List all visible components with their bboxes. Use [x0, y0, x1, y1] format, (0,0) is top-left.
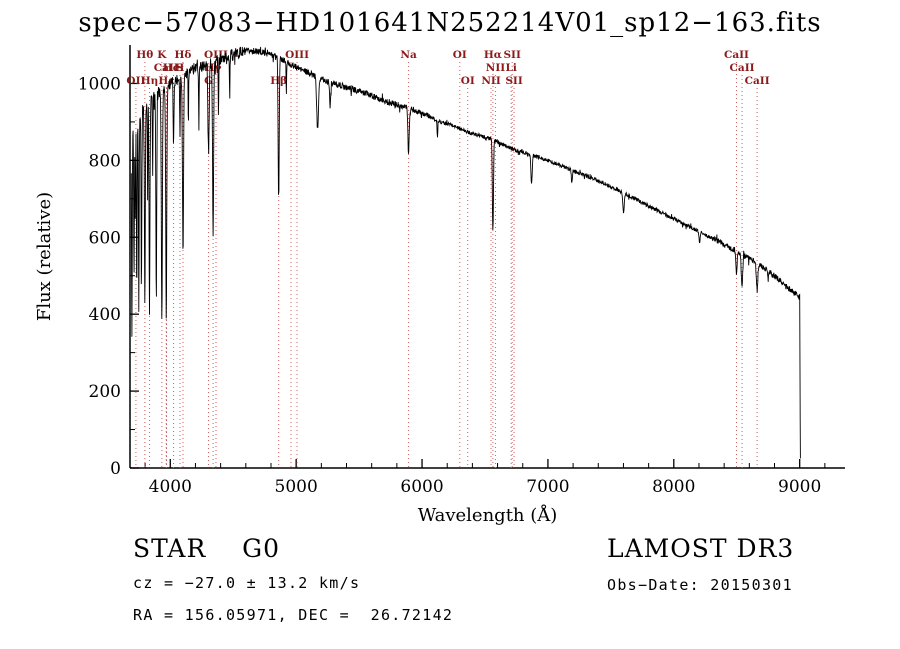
spectral-line-label: Hα [484, 49, 502, 61]
object-class-label: STAR G0 [133, 534, 280, 563]
y-axis-label: Flux (relative) [34, 192, 55, 321]
x-tick-label: 8000 [652, 477, 695, 497]
survey-label: LAMOST DR3 [607, 534, 795, 563]
spectral-line-label: NII [481, 75, 501, 87]
spectral-line-label: OI [453, 49, 467, 61]
spectral-line-label: OII [126, 75, 145, 87]
spectral-line-label: CaII [154, 62, 179, 74]
y-tick-label: 800 [89, 151, 121, 171]
y-tick-label: 200 [89, 382, 121, 402]
y-tick-label: 600 [89, 228, 121, 248]
y-tick-label: 1000 [78, 74, 121, 94]
spectral-line-label: G [204, 75, 213, 87]
y-tick-label: 0 [110, 459, 121, 479]
x-tick-label: 7000 [526, 477, 569, 497]
spectral-line-label: NII [486, 62, 506, 74]
spectral-line-label: K [157, 49, 167, 61]
x-axis-label: Wavelength (Å) [418, 504, 558, 526]
plot-title: spec−57083−HD101641N252214V01_sp12−163.f… [78, 8, 822, 38]
spectral-line-label: HeI [163, 62, 185, 74]
spectral-line-label: CaII [745, 75, 770, 87]
spectral-line-label: OIII [285, 49, 309, 61]
spectral-line-label: CaII [730, 62, 755, 74]
spectral-line-label: SII [503, 49, 520, 61]
spectral-line-label: CaII [724, 49, 749, 61]
spectral-line-label: Hθ [136, 49, 153, 61]
spectral-line-label: Hβ [270, 75, 287, 87]
x-tick-label: 6000 [400, 477, 443, 497]
obs-date-text: Obs−Date: 20150301 [607, 576, 793, 594]
spectral-line-label: Hη [141, 75, 159, 87]
x-tick-label: 9000 [778, 477, 821, 497]
y-tick-label: 400 [89, 305, 121, 325]
spectral-line-label: S [176, 62, 184, 74]
x-tick-label: 5000 [275, 477, 318, 497]
coordinates-text: RA = 156.05971, DEC = 26.72142 [133, 606, 454, 624]
x-tick-label: 4000 [149, 477, 192, 497]
spectral-line-label: OI [461, 75, 475, 87]
spectral-line-label: Hδ [175, 49, 192, 61]
spectral-line-label: SII [505, 75, 522, 87]
radial-velocity-text: cz = −27.0 ± 13.2 km/s [133, 574, 361, 592]
spectrum-trace [130, 46, 801, 459]
spectral-line-label: Na [400, 49, 417, 61]
spectral-line-label: Li [505, 62, 516, 74]
